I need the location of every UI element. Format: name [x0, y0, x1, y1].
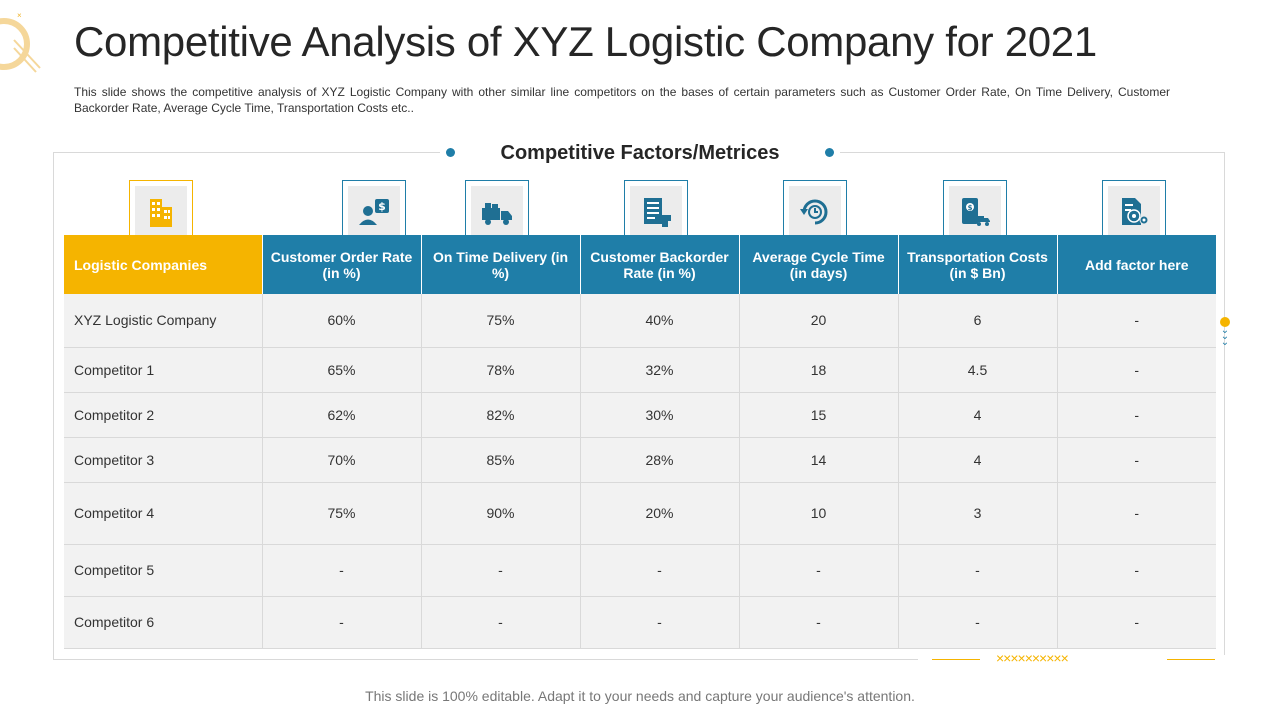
table-cell: 70% [262, 437, 422, 483]
settings-document-icon-box [1102, 180, 1166, 238]
table-cell: 15 [739, 392, 899, 438]
company-name-cell: Competitor 5 [64, 544, 263, 597]
table-cell: 4 [898, 437, 1058, 483]
heading-dot-left [446, 148, 455, 157]
header-on-time-delivery: On Time Delivery (in %) [421, 235, 581, 294]
table-cell: 82% [421, 392, 581, 438]
company-name-cell: XYZ Logistic Company [64, 294, 263, 348]
table-cell: - [1057, 482, 1216, 545]
table-cell: 75% [262, 482, 422, 545]
decorative-line-left [932, 659, 980, 660]
table-row: Competitor 4 75% 90% 20% 10 3 - [64, 482, 1216, 545]
company-name-cell: Competitor 1 [64, 347, 263, 393]
cycle-clock-icon-box [783, 180, 847, 238]
section-heading-label: Competitive Factors/Metrices [500, 142, 780, 164]
table-cell: - [739, 544, 899, 597]
header-add-factor: Add factor here [1057, 235, 1216, 294]
table-cell: 28% [580, 437, 740, 483]
table-cell: - [262, 596, 422, 649]
table-cell: - [898, 596, 1058, 649]
page-title: Competitive Analysis of XYZ Logistic Com… [74, 18, 1097, 65]
table-row: Competitor 1 65% 78% 32% 18 4.5 - [64, 347, 1216, 393]
table-row: XYZ Logistic Company 60% 75% 40% 20 6 - [64, 294, 1216, 348]
table-row: Competitor 2 62% 82% 30% 15 4 - [64, 392, 1216, 438]
company-name-cell: Competitor 4 [64, 482, 263, 545]
table-cell: - [421, 544, 581, 597]
table-cell: - [580, 596, 740, 649]
chevron-down-icon: ⌄ ⌄ ⌄ [1220, 325, 1230, 348]
table-cell: - [421, 596, 581, 649]
table-cell: 4 [898, 392, 1058, 438]
header-transportation-costs: Transportation Costs (in $ Bn) [898, 235, 1058, 294]
backorder-list-icon [644, 198, 671, 227]
svg-text:$: $ [968, 204, 973, 212]
cycle-clock-icon [800, 199, 828, 225]
buildings-icon-box [129, 180, 193, 238]
table-row: Competitor 5 - - - - - - [64, 544, 1216, 597]
section-heading: Competitive Factors/Metrices [440, 140, 840, 166]
table-cell: 30% [580, 392, 740, 438]
svg-text:$: $ [378, 200, 386, 213]
decorative-circle [0, 18, 30, 70]
decorative-line-right [1167, 659, 1215, 660]
settings-document-icon [1122, 198, 1149, 225]
table-row: Competitor 6 - - - - - - [64, 596, 1216, 649]
company-name-cell: Competitor 6 [64, 596, 263, 649]
transport-cost-icon-box: $ [943, 180, 1007, 238]
table-cell: 20% [580, 482, 740, 545]
table-cell: 65% [262, 347, 422, 393]
delivery-truck-icon [482, 203, 512, 225]
footer-note: This slide is 100% editable. Adapt it to… [365, 688, 915, 704]
decorative-lines [13, 39, 41, 73]
table-cell: 78% [421, 347, 581, 393]
table-cell: 4.5 [898, 347, 1058, 393]
table-cell: - [1057, 392, 1216, 438]
backorder-list-icon-box [624, 180, 688, 238]
table-cell: 75% [421, 294, 581, 348]
table-cell: - [1057, 347, 1216, 393]
table-cell: 62% [262, 392, 422, 438]
table-cell: - [739, 596, 899, 649]
table-cell: - [1057, 437, 1216, 483]
delivery-truck-icon-box [465, 180, 529, 238]
table-cell: 20 [739, 294, 899, 348]
table-cell: - [898, 544, 1058, 597]
table-cell: 10 [739, 482, 899, 545]
table-cell: 90% [421, 482, 581, 545]
header-customer-order-rate: Customer Order Rate (in %) [262, 235, 422, 294]
buildings-icon [150, 199, 172, 227]
company-name-cell: Competitor 2 [64, 392, 263, 438]
table-cell: 85% [421, 437, 581, 483]
company-name-cell: Competitor 3 [64, 437, 263, 483]
table-cell: - [262, 544, 422, 597]
transport-cost-icon: $ [962, 198, 990, 226]
customer-dollar-icon-box: $ [342, 180, 406, 238]
table-header-row: Logistic Companies Customer Order Rate (… [64, 235, 1216, 294]
header-customer-backorder-rate: Customer Backorder Rate (in %) [580, 235, 740, 294]
table-cell: 60% [262, 294, 422, 348]
scroll-indicator-dot [1220, 317, 1230, 327]
table-cell: - [1057, 544, 1216, 597]
table-cell: - [1057, 294, 1216, 348]
table-cell: 6 [898, 294, 1058, 348]
header-logistic-companies: Logistic Companies [64, 235, 263, 294]
table-cell: 3 [898, 482, 1058, 545]
table-cell: 14 [739, 437, 899, 483]
heading-dot-right [825, 148, 834, 157]
header-average-cycle-time: Average Cycle Time (in days) [739, 235, 899, 294]
table-cell: 32% [580, 347, 740, 393]
customer-dollar-icon: $ [359, 199, 389, 225]
table-row: Competitor 3 70% 85% 28% 14 4 - [64, 437, 1216, 483]
decorative-crosses: ×××××××××× [996, 650, 1069, 666]
table-cell: 18 [739, 347, 899, 393]
table-cell: - [1057, 596, 1216, 649]
competitive-analysis-table: Logistic Companies Customer Order Rate (… [64, 235, 1216, 649]
table-cell: - [580, 544, 740, 597]
table-cell: 40% [580, 294, 740, 348]
decorative-x-mark: × [17, 11, 22, 20]
page-subtitle: This slide shows the competitive analysi… [74, 85, 1170, 115]
